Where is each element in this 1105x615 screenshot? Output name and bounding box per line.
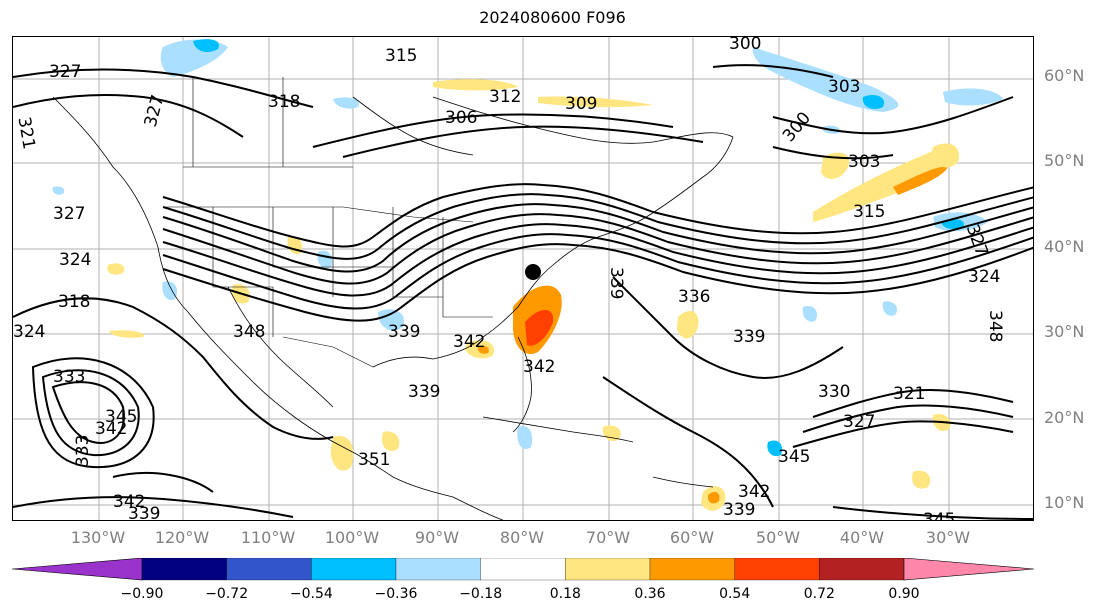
storm-marker bbox=[525, 264, 541, 280]
colorbar-segment bbox=[565, 558, 651, 581]
contour-label: 339 bbox=[733, 327, 765, 347]
contour-label: 324 bbox=[13, 322, 45, 342]
contour-label: 345 bbox=[778, 447, 810, 467]
lat-label: 40°N bbox=[1044, 237, 1085, 256]
lon-label: 80°W bbox=[499, 528, 545, 547]
contour-label: 339 bbox=[723, 500, 755, 520]
lon-label: 50°W bbox=[755, 528, 801, 547]
colorbar-tick-label: −0.54 bbox=[289, 586, 333, 602]
colorbar-tick-label: −0.36 bbox=[374, 586, 418, 602]
colorbar-segment bbox=[480, 558, 566, 581]
contour-label: 321 bbox=[13, 115, 38, 150]
colorbar-tick-label: −0.90 bbox=[120, 586, 164, 602]
lat-label: 10°N bbox=[1044, 493, 1085, 512]
contour-label: 333 bbox=[53, 367, 85, 387]
shaded-regions bbox=[52, 39, 1003, 511]
contours bbox=[13, 64, 1033, 520]
lon-label: 70°W bbox=[585, 528, 631, 547]
lon-label: 100°W bbox=[324, 528, 380, 547]
contour-label: 342 bbox=[453, 332, 485, 352]
contour-label: 345 bbox=[923, 510, 955, 521]
colorbar-segment bbox=[819, 558, 905, 581]
colorbar-tick-label: −0.18 bbox=[459, 586, 503, 602]
colorbar-tick-label: 0.90 bbox=[888, 586, 920, 602]
lon-label: 30°W bbox=[925, 528, 971, 547]
contour-label: 321 bbox=[893, 384, 925, 404]
contour-label: 345 bbox=[105, 407, 137, 427]
contour-label: 339 bbox=[606, 267, 626, 299]
contour-label: 342 bbox=[95, 419, 127, 439]
contour-label: 309 bbox=[565, 94, 597, 114]
contour-label: 327 bbox=[49, 62, 81, 82]
lat-label: 50°N bbox=[1044, 151, 1085, 170]
lon-label: 130°W bbox=[70, 528, 126, 547]
contour-label: 327 bbox=[53, 204, 85, 224]
colorbar-tick-label: 0.72 bbox=[803, 586, 835, 602]
contour-label: 318 bbox=[268, 92, 300, 112]
contour-label: 324 bbox=[59, 250, 91, 270]
lon-label: 40°W bbox=[839, 528, 885, 547]
contour-label: 333 bbox=[73, 435, 93, 467]
lat-label: 60°N bbox=[1044, 66, 1085, 85]
contour-label: 342 bbox=[738, 482, 770, 502]
colorbar-tick-label: 0.18 bbox=[549, 586, 581, 602]
contour-label: 330 bbox=[818, 382, 850, 402]
contour-label: 306 bbox=[445, 108, 477, 128]
coastlines bbox=[52, 96, 734, 520]
contour-label: 315 bbox=[853, 202, 885, 222]
colorbar-max-extend bbox=[903, 558, 1035, 581]
contour-label: 318 bbox=[58, 292, 90, 312]
contour-labels: 327 321 327 318 315 306 312 309 300 303 … bbox=[13, 37, 1005, 521]
chart-title: 2024080600 F096 bbox=[479, 8, 626, 27]
contour-label: 303 bbox=[828, 77, 860, 97]
contour-label: 348 bbox=[233, 322, 265, 342]
colorbar-segment bbox=[734, 558, 820, 581]
contour-label: 339 bbox=[128, 504, 160, 521]
colorbar-segment bbox=[311, 558, 397, 581]
contour-label: 327 bbox=[843, 412, 875, 432]
colorbar bbox=[12, 558, 1035, 581]
colorbar-tick-label: 0.36 bbox=[634, 586, 666, 602]
contour-label: 339 bbox=[388, 322, 420, 342]
contour-label: 348 bbox=[985, 310, 1005, 342]
contour-label: 339 bbox=[408, 382, 440, 402]
colorbar-tick-label: 0.54 bbox=[719, 586, 751, 602]
contour-label: 327 bbox=[962, 222, 992, 259]
lon-label: 60°W bbox=[669, 528, 715, 547]
lon-label: 120°W bbox=[154, 528, 210, 547]
contour-label: 300 bbox=[779, 108, 815, 146]
contour-label: 342 bbox=[523, 357, 555, 377]
contour-label: 315 bbox=[385, 46, 417, 66]
contour-label: 324 bbox=[968, 267, 1000, 287]
contour-label: 351 bbox=[358, 450, 390, 470]
map-panel: 327 321 327 318 315 306 312 309 300 303 … bbox=[12, 36, 1034, 521]
colorbar-segment bbox=[395, 558, 481, 581]
contour-label: 300 bbox=[729, 37, 761, 54]
colorbar-tick-label: −0.72 bbox=[205, 586, 249, 602]
lat-label: 30°N bbox=[1044, 322, 1085, 341]
lat-label: 20°N bbox=[1044, 408, 1085, 427]
colorbar-min-extend bbox=[12, 558, 143, 581]
contour-label: 312 bbox=[489, 87, 521, 107]
colorbar-segment bbox=[226, 558, 312, 581]
colorbar-segment bbox=[141, 558, 227, 581]
colorbar-segment bbox=[649, 558, 735, 581]
lon-label: 90°W bbox=[414, 528, 460, 547]
contour-label: 336 bbox=[678, 287, 710, 307]
contour-label: 342 bbox=[113, 492, 145, 512]
lon-label: 110°W bbox=[240, 528, 296, 547]
contour-label: 303 bbox=[848, 152, 880, 172]
